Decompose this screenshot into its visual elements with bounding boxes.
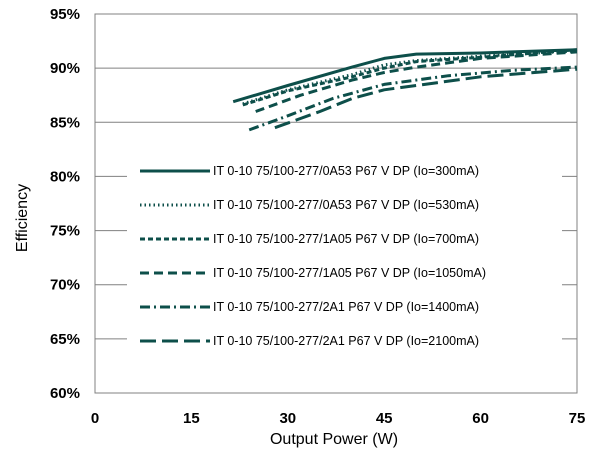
y-tick-label: 70% xyxy=(50,277,80,294)
legend: IT 0-10 75/100-277/0A53 P67 V DP (Io=300… xyxy=(127,155,562,365)
x-tick-label: 60 xyxy=(472,410,489,427)
legend-background xyxy=(127,155,562,365)
legend-label-2: IT 0-10 75/100-277/0A53 P67 V DP (Io=530… xyxy=(213,198,479,212)
series-line-4 xyxy=(255,50,578,113)
x-tick-label: 75 xyxy=(569,410,586,427)
y-tick-label: 80% xyxy=(50,168,80,185)
x-axis-title: Output Power (W) xyxy=(270,431,398,448)
series-line-6 xyxy=(274,67,578,130)
series-line-3 xyxy=(242,48,578,107)
series-lines xyxy=(232,48,578,132)
x-tick-label: 45 xyxy=(376,410,393,427)
y-tick-label: 60% xyxy=(50,385,80,402)
legend-label-1: IT 0-10 75/100-277/0A53 P67 V DP (Io=300… xyxy=(213,164,479,178)
y-tick-label: 85% xyxy=(50,114,80,131)
series-line-5 xyxy=(248,65,578,132)
y-axis-title: Efficiency xyxy=(14,184,31,252)
series-line-1 xyxy=(232,48,578,104)
series-line-2 xyxy=(242,49,578,106)
x-tick-label: 30 xyxy=(279,410,296,427)
x-tick-label: 0 xyxy=(91,410,99,427)
legend-label-4: IT 0-10 75/100-277/1A05 P67 V DP (Io=105… xyxy=(213,266,486,280)
x-tick-label: 15 xyxy=(183,410,200,427)
y-tick-label: 95% xyxy=(50,6,80,23)
y-tick-label: 90% xyxy=(50,60,80,77)
legend-label-3: IT 0-10 75/100-277/1A05 P67 V DP (Io=700… xyxy=(213,232,479,246)
legend-label-5: IT 0-10 75/100-277/2A1 P67 V DP (Io=1400… xyxy=(213,300,479,314)
y-axis-ticks: 60% 65% 70% 75% 80% 85% 90% 95% xyxy=(50,6,80,402)
x-axis-ticks: 0 15 30 45 60 75 xyxy=(91,410,586,427)
y-tick-label: 75% xyxy=(50,223,80,240)
y-tick-label: 65% xyxy=(50,331,80,348)
legend-label-6: IT 0-10 75/100-277/2A1 P67 V DP (Io=2100… xyxy=(213,334,479,348)
